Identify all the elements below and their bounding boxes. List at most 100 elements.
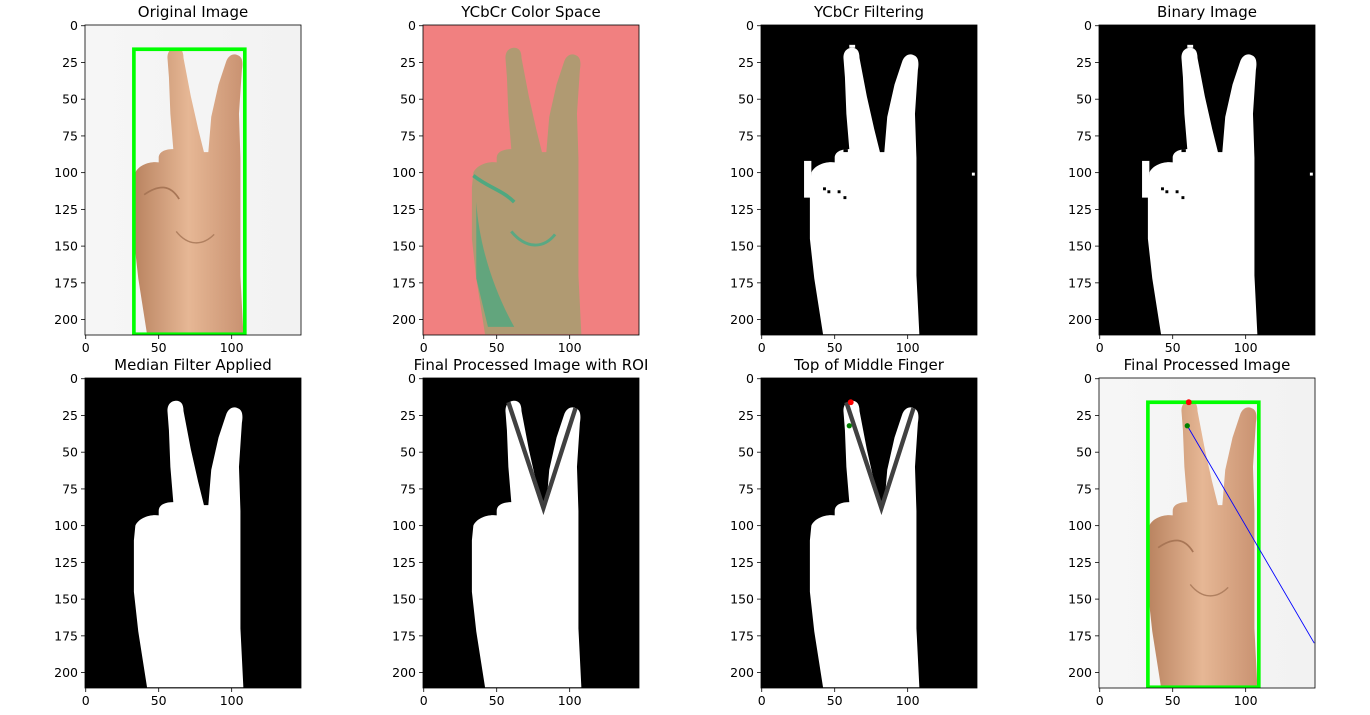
y-tick-label: 0 [70,18,78,33]
y-tick-label: 125 [730,555,754,570]
panel-title: Binary Image [1157,3,1257,21]
x-tick-label: 50 [827,340,843,355]
x-tick-label: 0 [82,693,90,708]
y-tick-label: 150 [392,239,416,254]
y-tick-label: 100 [730,165,754,180]
y-tick-label: 100 [1068,518,1092,533]
panel-binary: Binary Image 0 50 100 0 25 50 75 100 125 150 175 200 [1068,3,1316,355]
y-tick-label: 150 [730,592,754,607]
y-tick-label: 0 [746,18,754,33]
x-tick-label: 100 [220,340,244,355]
x-tick-label: 100 [558,340,582,355]
y-tick-label: 50 [1076,92,1092,107]
y-tick-label: 100 [392,165,416,180]
y-tick-label: 0 [1084,18,1092,33]
y-tick-label: 25 [1076,408,1092,423]
y-tick-label: 0 [746,371,754,386]
y-tick-label: 50 [62,92,78,107]
y-tick-label: 50 [1076,445,1092,460]
y-tick-label: 75 [1076,481,1092,496]
x-tick-label: 0 [420,693,428,708]
panel-image [1099,25,1315,335]
y-tick-label: 75 [62,481,78,496]
x-tick-label: 0 [758,340,766,355]
y-tick-label: 0 [1084,371,1092,386]
y-tick-label: 175 [1068,628,1092,643]
axes-frame [84,24,302,336]
panel-title: Top of Middle Finger [793,356,945,374]
y-tick-label: 50 [400,92,416,107]
y-tick-label: 25 [62,408,78,423]
panel-title: Median Filter Applied [114,356,272,374]
y-tick-label: 200 [392,665,416,680]
axes-frame [760,24,978,336]
x-tick-label: 100 [558,693,582,708]
x-tick-label: 50 [151,693,167,708]
panel-image [423,25,639,335]
panel-title: Original Image [138,3,248,21]
y-tick-label: 200 [730,312,754,327]
x-tick-label: 50 [827,693,843,708]
y-tick-label: 175 [392,628,416,643]
y-tick-label: 50 [400,445,416,460]
panel-title: YCbCr Filtering [813,3,924,21]
x-tick-label: 100 [1234,340,1258,355]
y-tick-label: 200 [1068,312,1092,327]
y-tick-label: 25 [62,55,78,70]
panel-image [423,378,639,688]
y-tick-label: 125 [54,555,78,570]
x-tick-label: 100 [896,693,920,708]
y-tick-label: 100 [1068,165,1092,180]
x-tick-label: 0 [758,693,766,708]
panel-original: Original Image 0 50 100 0 25 50 75 100 125 150 175 2… [54,3,302,355]
y-tick-label: 150 [730,239,754,254]
axes-frame [422,377,640,689]
panel-top-finger: Top of Middle Finger 0 50 100 0 25 50 75 100 125 1… [730,356,978,708]
y-tick-label: 75 [738,481,754,496]
y-tick-label: 200 [1068,665,1092,680]
y-tick-label: 25 [1076,55,1092,70]
y-tick-label: 125 [730,202,754,217]
y-tick-label: 25 [400,55,416,70]
panel-image [1099,378,1315,688]
y-tick-label: 75 [400,128,416,143]
y-tick-label: 100 [730,518,754,533]
y-tick-label: 50 [738,92,754,107]
y-tick-label: 100 [392,518,416,533]
panel-median: Median Filter Applied 0 50 100 0 25 50 75 100 125… [54,356,302,708]
y-tick-label: 125 [392,202,416,217]
y-tick-label: 100 [54,518,78,533]
panel-image [85,378,301,688]
panel-title: YCbCr Color Space [460,3,600,21]
y-tick-label: 175 [730,628,754,643]
y-tick-label: 125 [1068,555,1092,570]
y-tick-label: 175 [730,275,754,290]
axes-frame [422,24,640,336]
y-tick-label: 0 [70,371,78,386]
y-tick-label: 75 [738,128,754,143]
y-tick-label: 0 [408,371,416,386]
y-tick-label: 200 [730,665,754,680]
panel-ycbcr-filter: YCbCr Filtering 0 50 100 0 25 50 75 100 125 150 175… [730,3,978,355]
y-tick-label: 175 [54,275,78,290]
y-tick-label: 150 [54,592,78,607]
x-tick-label: 100 [896,340,920,355]
y-tick-label: 25 [400,408,416,423]
x-tick-label: 0 [420,340,428,355]
panel-image [85,25,301,335]
panel-title: Final Processed Image with ROI [414,356,649,374]
y-tick-label: 50 [738,445,754,460]
y-tick-label: 125 [54,202,78,217]
panel-final: Final Processed Image 0 50 100 0 25 50 75 100 125… [1068,356,1316,708]
y-tick-label: 200 [54,312,78,327]
x-tick-label: 0 [82,340,90,355]
y-tick-label: 75 [400,481,416,496]
y-tick-label: 175 [54,628,78,643]
y-tick-label: 75 [62,128,78,143]
x-tick-label: 100 [220,693,244,708]
y-tick-label: 150 [54,239,78,254]
y-tick-label: 175 [392,275,416,290]
y-tick-label: 125 [392,555,416,570]
y-tick-label: 25 [738,55,754,70]
